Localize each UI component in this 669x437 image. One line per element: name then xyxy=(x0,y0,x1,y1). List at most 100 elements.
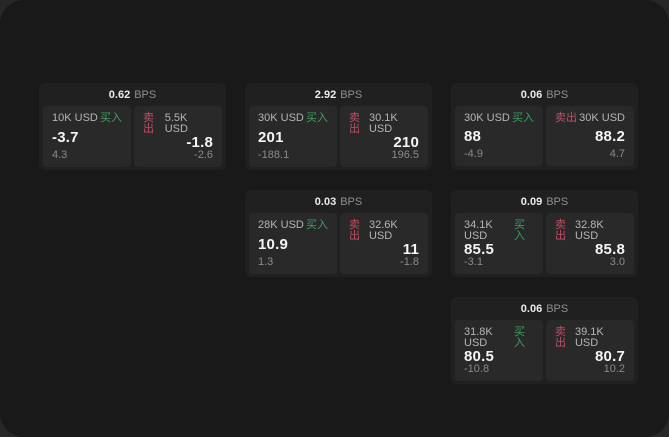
sell-delta: -1.8 xyxy=(400,256,419,268)
spread-header: 0.62 BPS xyxy=(39,83,226,106)
spread-value: 0.06 xyxy=(520,302,543,315)
sell-delta: 10.2 xyxy=(603,363,625,375)
spread-value: 0.03 xyxy=(314,195,337,208)
buy-price: 85.5 xyxy=(464,241,494,258)
buy-delta: -3.1 xyxy=(464,256,483,268)
sell-price: -1.8 xyxy=(186,134,213,151)
buy-side-label: 买入 xyxy=(512,112,534,124)
sell-delta: -2.6 xyxy=(194,149,213,161)
pricing-grid: 0.62 BPS 10K USD 买入 -3.7 4.3 卖出 5.5K USD… xyxy=(39,83,638,384)
pricing-card: 0.06 BPS 30K USD 买入 88 -4.9 卖出 30K USD 8… xyxy=(451,83,638,170)
sell-panel[interactable]: 卖出 5.5K USD -1.8 -2.6 xyxy=(134,106,222,167)
buy-delta: -4.9 xyxy=(464,148,483,160)
sell-price: 85.8 xyxy=(595,241,625,258)
pricing-card: 2.92 BPS 30K USD 买入 201 -188.1 卖出 30.1K … xyxy=(245,83,432,170)
bps-unit-label: BPS xyxy=(546,88,569,101)
bps-unit-label: BPS xyxy=(340,195,363,208)
card-body: 30K USD 买入 88 -4.9 卖出 30K USD 88.2 4.7 xyxy=(451,106,638,170)
sell-price: 80.7 xyxy=(595,348,625,365)
sell-panel-header: 卖出 30K USD xyxy=(555,113,625,124)
buy-panel[interactable]: 34.1K USD 买入 85.5 -3.1 xyxy=(455,213,543,274)
buy-panel-header: 31.8K USD 买入 xyxy=(464,327,534,349)
pricing-card: 0.06 BPS 31.8K USD 买入 80.5 -10.8 卖出 39.1… xyxy=(451,297,638,384)
bps-unit-label: BPS xyxy=(134,88,157,101)
buy-side-label: 买入 xyxy=(306,112,328,124)
buy-panel-header: 28K USD 买入 xyxy=(258,220,328,231)
sell-side-label: 卖出 xyxy=(555,219,566,242)
sell-panel-header: 卖出 39.1K USD xyxy=(555,327,625,349)
card-body: 30K USD 买入 201 -188.1 卖出 30.1K USD 210 1… xyxy=(245,106,432,170)
sell-side-label: 卖出 xyxy=(555,326,566,349)
sell-side-label: 卖出 xyxy=(349,112,360,135)
sell-panel-header: 卖出 32.6K USD xyxy=(349,220,419,242)
spread-header: 0.06 BPS xyxy=(451,297,638,320)
sell-notional: 5.5K USD xyxy=(164,112,188,135)
sell-side-label: 卖出 xyxy=(349,219,360,242)
buy-side-label: 买入 xyxy=(100,112,122,124)
spread-header: 2.92 BPS xyxy=(245,83,432,106)
sell-price: 210 xyxy=(393,134,419,151)
sell-panel-header: 卖出 32.8K USD xyxy=(555,220,625,242)
buy-panel-header: 10K USD 买入 xyxy=(52,113,122,124)
buy-delta: -188.1 xyxy=(258,149,290,161)
buy-panel[interactable]: 28K USD 买入 10.9 1.3 xyxy=(249,213,337,274)
spread-value: 0.62 xyxy=(108,88,131,101)
buy-delta: -10.8 xyxy=(464,363,490,375)
buy-price: 201 xyxy=(258,128,284,146)
buy-panel-header: 30K USD 买入 xyxy=(464,113,534,124)
buy-notional: 31.8K USD xyxy=(464,326,493,349)
bps-unit-label: BPS xyxy=(546,195,569,208)
card-body: 10K USD 买入 -3.7 4.3 卖出 5.5K USD -1.8 -2.… xyxy=(39,106,226,170)
buy-panel[interactable]: 30K USD 买入 88 -4.9 xyxy=(455,106,543,166)
spread-value: 0.09 xyxy=(520,195,543,208)
sell-panel-header: 卖出 30.1K USD xyxy=(349,113,419,135)
sell-price: 11 xyxy=(402,241,419,258)
sell-panel[interactable]: 卖出 30K USD 88.2 4.7 xyxy=(546,106,634,166)
buy-panel-header: 30K USD 买入 xyxy=(258,113,328,124)
pricing-card: 0.03 BPS 28K USD 买入 10.9 1.3 卖出 32.6K US… xyxy=(245,190,432,277)
sell-side-label: 卖出 xyxy=(143,112,154,135)
sell-notional: 39.1K USD xyxy=(574,326,604,349)
buy-side-label: 买入 xyxy=(514,326,526,349)
pricing-card: 0.09 BPS 34.1K USD 买入 85.5 -3.1 卖出 32.8K… xyxy=(451,190,638,277)
sell-notional: 30K USD xyxy=(579,112,625,124)
buy-panel[interactable]: 10K USD 买入 -3.7 4.3 xyxy=(43,106,131,167)
sell-panel[interactable]: 卖出 32.6K USD 11 -1.8 xyxy=(340,213,428,274)
spread-value: 2.92 xyxy=(314,88,337,101)
buy-notional: 10K USD xyxy=(52,112,98,124)
sell-panel[interactable]: 卖出 32.8K USD 85.8 3.0 xyxy=(546,213,634,274)
buy-notional: 30K USD xyxy=(464,112,510,124)
card-body: 28K USD 买入 10.9 1.3 卖出 32.6K USD 11 -1.8 xyxy=(245,213,432,277)
buy-price: -3.7 xyxy=(52,128,79,146)
sell-notional: 30.1K USD xyxy=(368,112,398,135)
sell-panel[interactable]: 卖出 30.1K USD 210 196.5 xyxy=(340,106,428,167)
buy-panel[interactable]: 30K USD 买入 201 -188.1 xyxy=(249,106,337,167)
sell-delta: 3.0 xyxy=(609,256,625,268)
bps-unit-label: BPS xyxy=(546,302,569,315)
sell-price: 88.2 xyxy=(595,128,625,145)
spread-header: 0.09 BPS xyxy=(451,190,638,213)
buy-side-label: 买入 xyxy=(306,219,328,231)
buy-price: 10.9 xyxy=(258,235,288,253)
buy-notional: 28K USD xyxy=(258,219,304,231)
sell-delta: 4.7 xyxy=(609,148,625,160)
buy-delta: 1.3 xyxy=(258,256,274,268)
spread-value: 0.06 xyxy=(520,88,543,101)
sell-panel[interactable]: 卖出 39.1K USD 80.7 10.2 xyxy=(546,320,634,381)
sell-side-label: 卖出 xyxy=(555,112,577,124)
sell-panel-header: 卖出 5.5K USD xyxy=(143,113,213,135)
buy-panel-header: 34.1K USD 买入 xyxy=(464,220,534,242)
buy-panel[interactable]: 31.8K USD 买入 80.5 -10.8 xyxy=(455,320,543,381)
buy-notional: 30K USD xyxy=(258,112,304,124)
buy-notional: 34.1K USD xyxy=(464,219,493,242)
buy-side-label: 买入 xyxy=(514,219,526,242)
bps-unit-label: BPS xyxy=(340,88,363,101)
card-body: 31.8K USD 买入 80.5 -10.8 卖出 39.1K USD 80.… xyxy=(451,320,638,384)
sell-notional: 32.8K USD xyxy=(574,219,604,242)
sell-delta: 196.5 xyxy=(391,149,419,161)
buy-price: 88 xyxy=(464,128,482,145)
sell-notional: 32.6K USD xyxy=(368,219,398,242)
card-body: 34.1K USD 买入 85.5 -3.1 卖出 32.8K USD 85.8… xyxy=(451,213,638,277)
buy-price: 80.5 xyxy=(464,348,494,365)
